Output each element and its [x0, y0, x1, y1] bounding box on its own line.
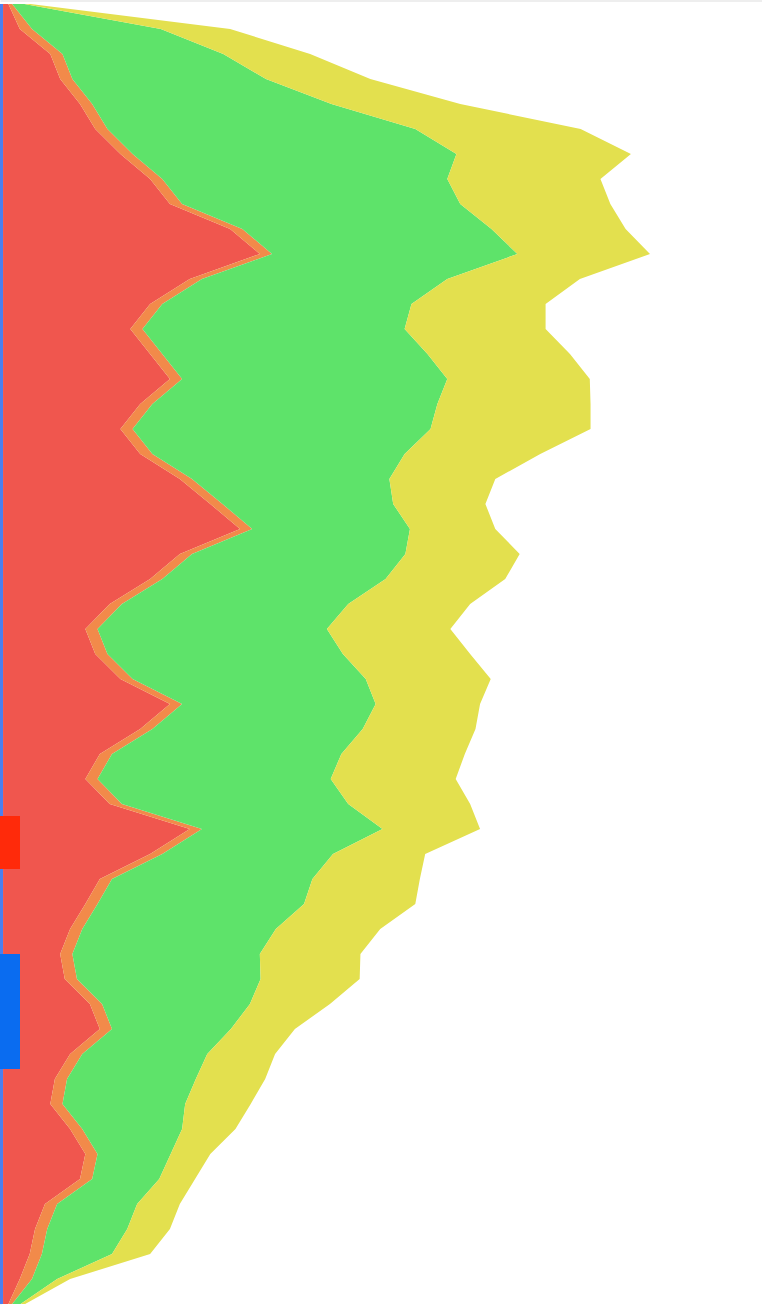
area-layer	[0, 4, 3, 1304]
chart-container	[0, 0, 762, 1309]
chart-svg	[0, 0, 762, 1309]
highlight-bar	[0, 954, 20, 1069]
plot-area	[0, 4, 650, 1304]
value-axis	[1, 1, 762, 2]
highlight-bar	[0, 816, 20, 869]
area-layer	[21, 4, 650, 1304]
value-axis-line	[1, 1, 762, 2]
